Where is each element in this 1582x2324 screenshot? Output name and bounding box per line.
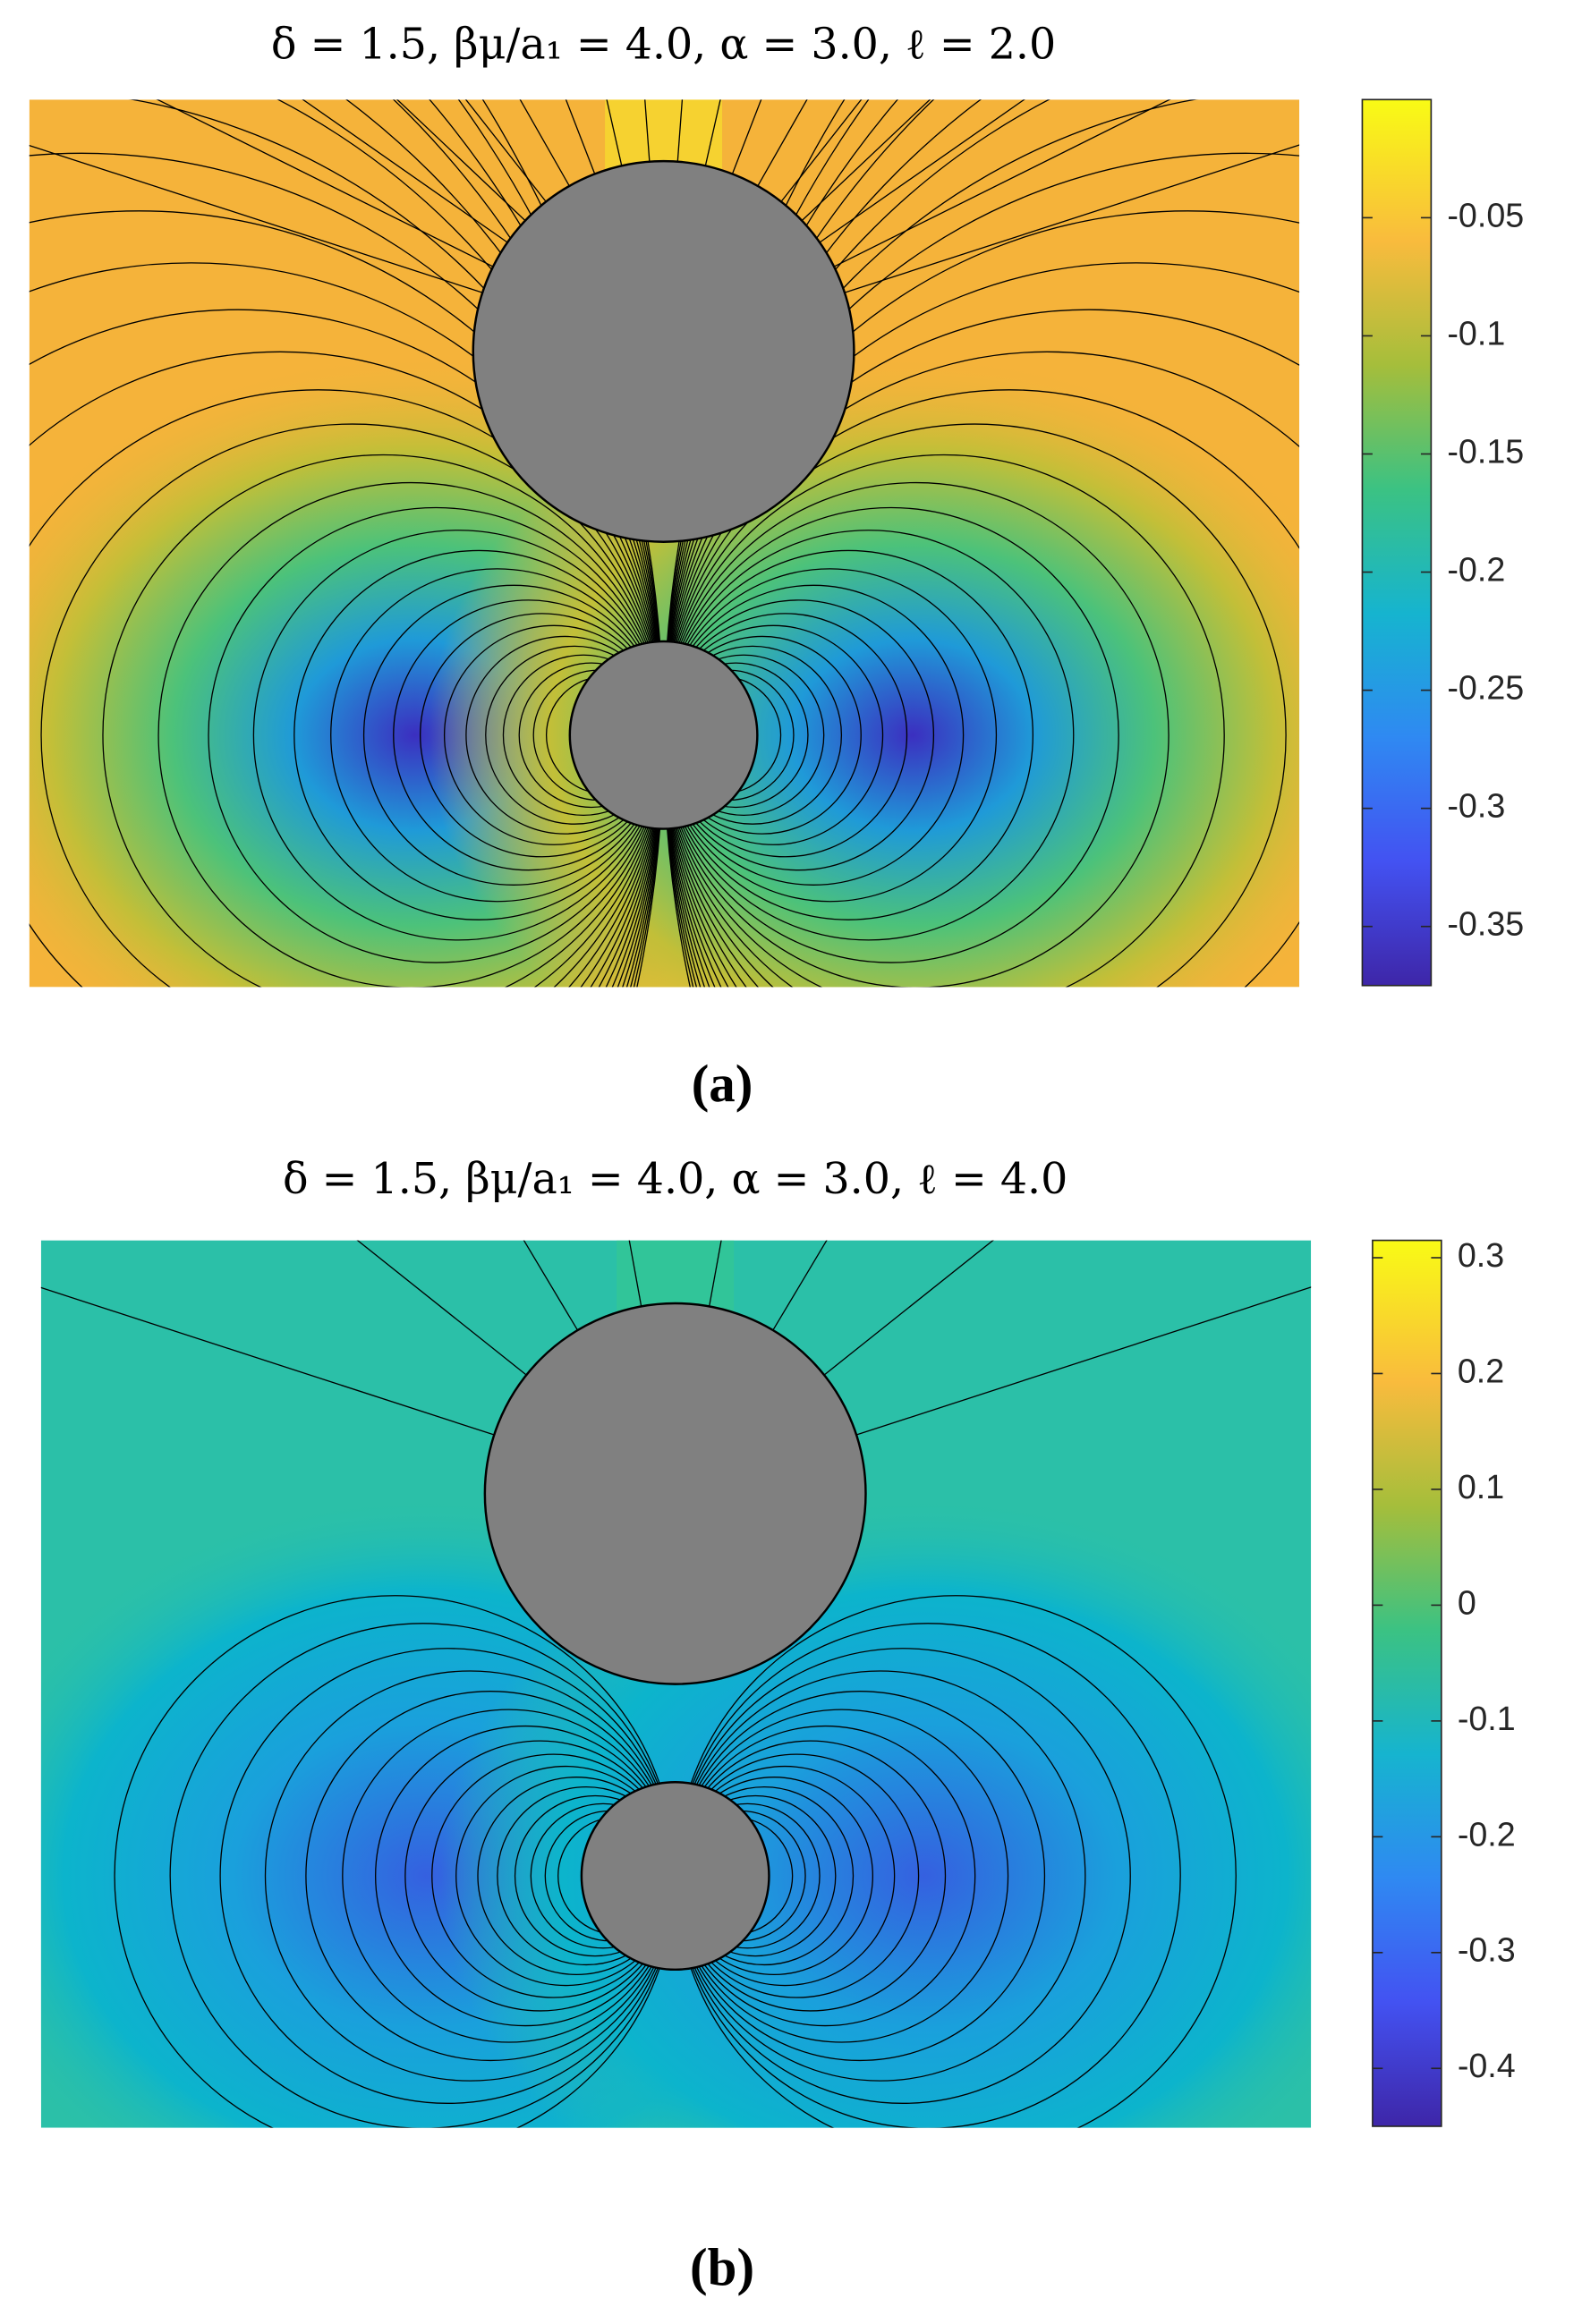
- colorbar: [1361, 98, 1433, 987]
- contour-line: [29, 144, 483, 293]
- contour-plot: [29, 99, 1300, 988]
- colorbar-tick-label: -0.05: [1447, 196, 1524, 233]
- colorbar-tick-label: -0.2: [1447, 551, 1505, 589]
- colorbar-tick-label: 0.3: [1458, 1236, 1504, 1274]
- colorbar-tick-label: -0.35: [1447, 905, 1524, 943]
- contour-line: [855, 1286, 1312, 1436]
- contour-plot: [40, 1240, 1312, 2128]
- chart-title: δ = 1.5, βμ/a₁ = 4.0, α = 3.0, ℓ = 2.0: [271, 20, 1056, 69]
- contour-line: [396, 99, 526, 222]
- contour-line: [356, 1240, 527, 1376]
- sphere-small: [580, 1781, 770, 1972]
- contour-line: [801, 99, 931, 222]
- colorbar-tick-label: -0.15: [1447, 432, 1524, 470]
- contour-line: [833, 99, 1171, 267]
- colorbar-tick-label: -0.1: [1458, 1700, 1516, 1737]
- colorbar-tick-label: -0.3: [1447, 787, 1505, 825]
- colorbar-tick-label: 0.1: [1458, 1468, 1504, 1506]
- subfigure-label: (a): [692, 1054, 753, 1113]
- colorbar-tick-label: 0.2: [1458, 1352, 1504, 1389]
- contour-line: [302, 99, 508, 243]
- contour-line: [156, 99, 494, 267]
- colorbar-tick-label: -0.4: [1458, 2047, 1516, 2084]
- colorbar-tick-label: -0.25: [1447, 669, 1524, 707]
- colorbar-tick-label: -0.1: [1447, 314, 1505, 352]
- colorbar-tick-label: 0: [1458, 1583, 1476, 1621]
- contour-line: [823, 1240, 994, 1376]
- contour-line: [819, 99, 1025, 243]
- sphere-large: [483, 1302, 867, 1685]
- contour-line: [40, 1286, 495, 1436]
- sphere-large: [472, 159, 855, 543]
- colorbar-tick-label: -0.3: [1458, 1931, 1516, 1969]
- colorbar-tick-label: -0.2: [1458, 1815, 1516, 1853]
- contour-line: [844, 144, 1300, 293]
- colorbar: [1372, 1239, 1442, 2127]
- subfigure-label: (b): [690, 2237, 754, 2296]
- sphere-small: [568, 640, 759, 830]
- chart-title: δ = 1.5, βμ/a₁ = 4.0, α = 3.0, ℓ = 4.0: [283, 1155, 1067, 1204]
